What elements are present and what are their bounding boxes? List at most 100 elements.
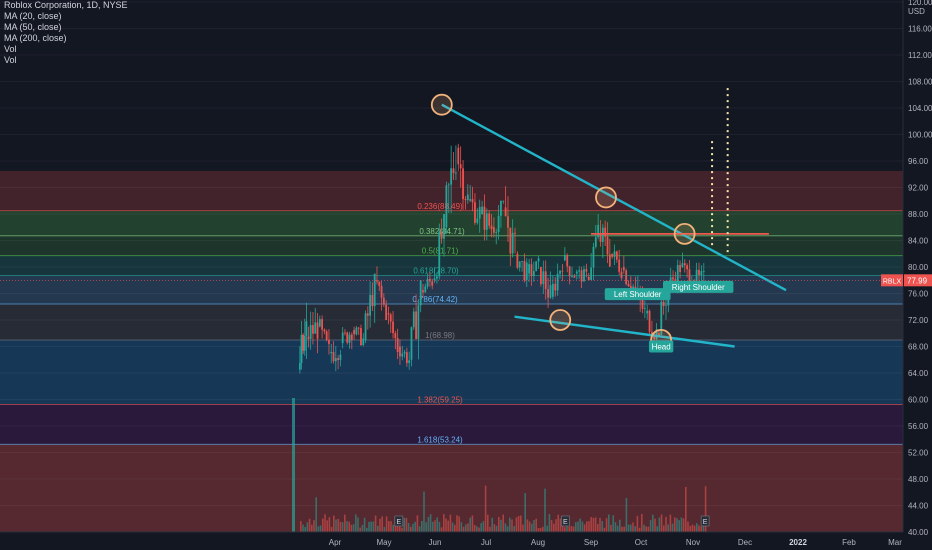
volume-bars — [292, 398, 707, 532]
y-tick-label: 64.00 — [908, 369, 929, 378]
pattern-label-box — [604, 288, 671, 301]
candle-body — [469, 199, 472, 201]
volume-bar — [601, 521, 603, 532]
y-tick-label: 84.00 — [908, 237, 929, 246]
fib-level-label: 0.786(74.42) — [412, 295, 458, 304]
candle-body — [559, 270, 561, 274]
legend-vol-1[interactable]: Vol — [4, 44, 17, 54]
volume-bar — [524, 493, 526, 532]
fib-band — [0, 444, 903, 532]
y-tick-label: 40.00 — [908, 528, 929, 537]
volume-bar — [390, 521, 392, 532]
candle-body — [478, 206, 481, 219]
volume-bar — [669, 514, 672, 532]
volume-bar — [630, 524, 632, 532]
volume-bar — [698, 525, 700, 532]
candle-body — [575, 271, 578, 274]
volume-bar — [533, 520, 535, 532]
candle-body — [625, 270, 628, 285]
candle-body — [568, 266, 571, 277]
candle-body — [464, 199, 467, 201]
candle-body — [556, 273, 559, 291]
volume-bar — [401, 527, 403, 532]
volume-bar — [467, 523, 469, 532]
candle-body — [495, 232, 498, 233]
volume-bar — [678, 520, 680, 532]
candle-body — [445, 185, 448, 228]
candle-body — [554, 283, 557, 291]
earnings-marker — [700, 515, 710, 527]
candle-body — [366, 313, 369, 316]
candle-body — [585, 269, 588, 272]
volume-bar — [517, 515, 520, 532]
candle-body — [485, 213, 488, 230]
candle-body — [371, 294, 374, 307]
legend-ma200[interactable]: MA (200, close) — [4, 33, 67, 43]
fib-band — [0, 303, 903, 341]
candle-body — [369, 294, 372, 316]
volume-bar — [374, 515, 377, 532]
candle-body — [643, 308, 646, 309]
candle-body — [346, 332, 349, 343]
volume-bar — [335, 519, 337, 532]
volume-bar — [647, 526, 650, 532]
candle-body — [509, 227, 512, 254]
volume-bar — [489, 526, 491, 532]
volume-bar — [471, 515, 474, 532]
volume-bar — [317, 526, 320, 532]
candle-body — [403, 352, 406, 354]
volume-bar — [300, 521, 302, 532]
candle-body — [611, 253, 614, 257]
candle-body — [620, 271, 623, 279]
volume-bar — [392, 524, 394, 532]
candle-body — [436, 276, 438, 279]
volume-bar — [636, 515, 639, 532]
y-tick-label: 60.00 — [908, 396, 929, 405]
candle-body — [500, 200, 502, 216]
candle-body — [452, 168, 455, 174]
volume-bar — [405, 517, 408, 532]
candle-body — [514, 232, 516, 234]
candle-body — [328, 339, 330, 344]
volume-bar — [487, 514, 489, 532]
volume-bar — [434, 520, 436, 532]
pattern-label-box — [663, 280, 734, 293]
earnings-marker — [394, 515, 404, 527]
volume-bar — [372, 521, 375, 532]
volume-bar — [432, 521, 434, 532]
candle-body — [646, 310, 649, 314]
candle-body — [573, 276, 576, 278]
volume-bar — [581, 521, 584, 532]
y-tick-label: 56.00 — [908, 422, 929, 431]
legend-ma50[interactable]: MA (50, close) — [4, 22, 62, 32]
volume-bar — [308, 518, 311, 532]
volume-bar — [460, 522, 463, 532]
x-tick-label: Feb — [842, 538, 856, 547]
volume-bar — [511, 519, 513, 532]
volume-bar — [575, 522, 577, 532]
volume-bar — [658, 517, 661, 532]
candle-body — [399, 346, 401, 357]
volume-bar — [416, 515, 419, 532]
candle-body — [394, 333, 397, 339]
volume-bar — [473, 524, 476, 532]
candle-body — [364, 313, 367, 340]
candle-body — [412, 311, 415, 328]
volume-bar — [465, 524, 467, 532]
candle-body — [528, 264, 531, 274]
candle-body — [330, 351, 333, 354]
candle-body — [532, 271, 535, 276]
volume-bar — [515, 517, 518, 532]
candle-body — [396, 338, 399, 353]
legend-ma20[interactable]: MA (20, close) — [4, 11, 62, 21]
volume-bar — [504, 523, 507, 532]
volume-bar — [394, 526, 397, 532]
fib-level-label: 1.382(59.25) — [417, 395, 463, 404]
legend-vol-2[interactable]: Vol — [4, 55, 17, 65]
candle-body — [578, 270, 581, 272]
candle-body — [672, 277, 674, 280]
earnings-marker-label: E — [396, 519, 401, 526]
chart-legend: Roblox Corporation, 1D, NYSE MA (20, clo… — [4, 0, 128, 66]
